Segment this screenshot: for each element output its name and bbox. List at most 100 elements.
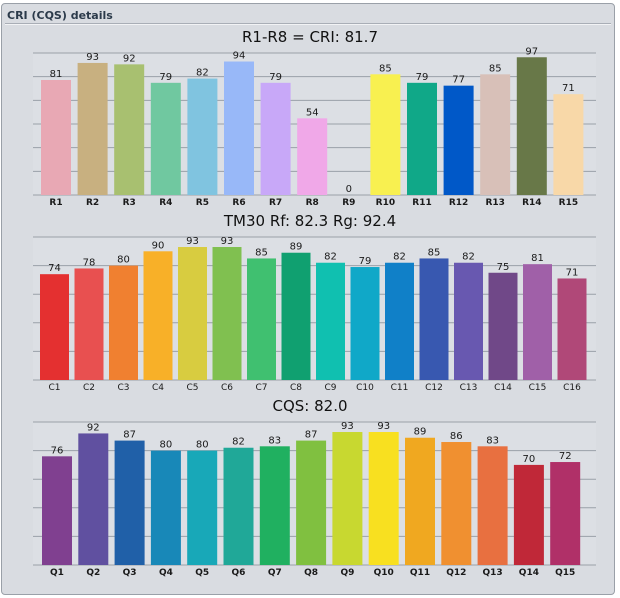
data-label-c3: 80 xyxy=(117,255,130,266)
bar-r11 xyxy=(407,82,437,195)
cqs-chart-title: CQS: 82.0 xyxy=(272,397,348,415)
data-label-r14: 97 xyxy=(525,46,538,57)
tick-label-c9: C9 xyxy=(324,383,336,393)
data-label-c16: 71 xyxy=(566,267,579,278)
bar-r13 xyxy=(480,74,511,195)
data-label-c14: 75 xyxy=(497,262,510,273)
tick-label-c1: C1 xyxy=(48,383,60,393)
bar-q2 xyxy=(78,433,109,565)
tick-label-q14: Q14 xyxy=(519,568,539,578)
bar-r6 xyxy=(224,61,254,195)
bar-q1 xyxy=(42,456,72,565)
data-label-q2: 92 xyxy=(87,422,100,433)
tick-label-q3: Q3 xyxy=(123,568,137,578)
tick-label-q4: Q4 xyxy=(159,568,173,578)
data-label-r7: 79 xyxy=(269,72,282,83)
tick-label-q7: Q7 xyxy=(268,568,282,578)
tick-label-c8: C8 xyxy=(290,383,302,393)
bar-r12 xyxy=(443,85,474,195)
tick-label-r6: R6 xyxy=(232,198,245,208)
tick-label-r1: R1 xyxy=(49,198,62,208)
bar-r4 xyxy=(150,82,181,195)
tick-label-c15: C15 xyxy=(529,383,547,393)
cri-chart-title: R1-R8 = CRI: 81.7 xyxy=(242,28,378,46)
title-divider xyxy=(5,23,611,25)
cri-chart: 81 R1 93 R2 92 R3 79 R4 82 R5 94 R6 79 R7 54 R8 0 R9 85 R10… xyxy=(33,46,596,208)
bar-c2 xyxy=(74,268,104,380)
data-label-c15: 81 xyxy=(531,253,544,264)
data-label-q10: 93 xyxy=(377,421,390,432)
bar-q10 xyxy=(368,432,399,565)
data-label-q4: 80 xyxy=(160,440,173,451)
bar-q7 xyxy=(259,446,290,565)
tick-label-r2: R2 xyxy=(86,198,99,208)
bar-c3 xyxy=(109,265,138,380)
data-label-q13: 83 xyxy=(486,435,499,446)
tick-label-q6: Q6 xyxy=(232,568,246,578)
tick-label-r13: R13 xyxy=(485,198,504,208)
data-label-c7: 85 xyxy=(255,247,268,258)
tick-label-q5: Q5 xyxy=(195,568,209,578)
data-label-r8: 54 xyxy=(306,107,319,118)
bar-c10 xyxy=(350,267,380,380)
tick-label-r14: R14 xyxy=(522,198,541,208)
data-label-q1: 76 xyxy=(51,445,64,456)
data-label-q12: 86 xyxy=(450,431,463,442)
tick-label-c13: C13 xyxy=(460,383,478,393)
bar-c15 xyxy=(523,264,552,380)
bar-c12 xyxy=(419,258,449,380)
bar-r14 xyxy=(516,57,547,195)
bar-c11 xyxy=(385,262,414,380)
bar-q4 xyxy=(150,450,181,565)
bar-c1 xyxy=(40,274,69,380)
data-label-c6: 93 xyxy=(221,236,234,247)
bar-r10 xyxy=(370,74,401,195)
tick-label-c14: C14 xyxy=(494,383,512,393)
bar-r7 xyxy=(260,82,291,195)
bar-c16 xyxy=(557,278,587,380)
tick-label-c10: C10 xyxy=(356,383,374,393)
bar-q11 xyxy=(405,437,435,565)
tick-label-r11: R11 xyxy=(412,198,431,208)
data-label-c2: 78 xyxy=(83,257,96,268)
data-label-r3: 92 xyxy=(123,53,136,64)
bar-r3 xyxy=(114,64,145,195)
tick-label-q2: Q2 xyxy=(86,568,100,578)
tick-label-r3: R3 xyxy=(123,198,136,208)
data-label-q3: 87 xyxy=(123,430,136,441)
tm30-chart: 74 C1 78 C2 80 C3 90 C4 93 C5 93 C6 85 C7 89 C8 82 C9 79 C1… xyxy=(33,236,596,393)
bar-q6 xyxy=(223,447,254,565)
data-label-r15: 71 xyxy=(562,83,575,94)
data-label-r4: 79 xyxy=(159,72,172,83)
bar-r15 xyxy=(553,94,584,195)
tick-label-q12: Q12 xyxy=(446,568,466,578)
bar-c7 xyxy=(247,258,276,380)
bar-r8 xyxy=(297,118,328,195)
data-label-q7: 83 xyxy=(268,435,281,446)
tick-label-r15: R15 xyxy=(559,198,578,208)
tick-label-q15: Q15 xyxy=(555,568,575,578)
data-label-r2: 93 xyxy=(86,52,99,63)
data-label-c13: 82 xyxy=(462,252,475,263)
data-label-c9: 82 xyxy=(324,252,337,263)
data-label-q14: 70 xyxy=(523,454,536,465)
tick-label-c6: C6 xyxy=(221,383,233,393)
bar-c14 xyxy=(488,272,518,380)
data-label-c11: 82 xyxy=(393,252,406,263)
data-label-r6: 94 xyxy=(233,51,246,62)
tick-label-c7: C7 xyxy=(255,383,267,393)
data-label-q6: 82 xyxy=(232,437,245,448)
tick-label-q1: Q1 xyxy=(50,568,64,578)
cqs-chart: 76 Q1 92 Q2 87 Q3 80 Q4 80 Q5 82 Q6 83 Q7 87 Q8 93 Q9 93 Q1… xyxy=(33,421,596,578)
bar-q12 xyxy=(441,442,472,565)
tick-label-c11: C11 xyxy=(391,383,409,393)
data-label-c1: 74 xyxy=(48,263,61,274)
tm30-chart-title: TM30 Rf: 82.3 Rg: 92.4 xyxy=(223,212,397,230)
bar-q14 xyxy=(513,464,544,565)
tick-label-r7: R7 xyxy=(269,198,282,208)
bar-c4 xyxy=(143,251,173,380)
bar-c13 xyxy=(454,262,483,380)
tick-label-r5: R5 xyxy=(196,198,209,208)
data-label-q11: 89 xyxy=(414,427,427,438)
tick-label-c2: C2 xyxy=(83,383,95,393)
